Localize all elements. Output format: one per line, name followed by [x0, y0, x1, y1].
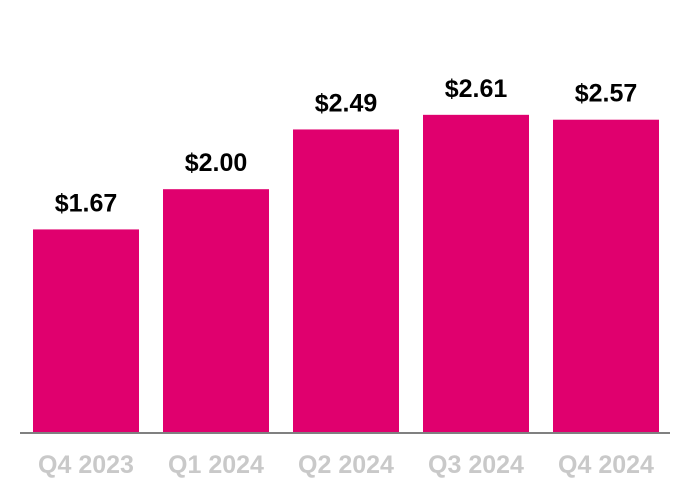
bar-q4-2024 [553, 119, 659, 433]
x-tick-label: Q1 2024 [168, 451, 264, 479]
x-tick-label: Q4 2024 [558, 451, 654, 479]
value-label: $2.49 [315, 89, 378, 117]
value-label: $2.61 [445, 75, 508, 103]
value-labels-group: $1.67 $2.00 $2.49 $2.61 $2.57 [55, 75, 638, 218]
bars-group [33, 114, 659, 433]
bar-q2-2024 [293, 129, 399, 433]
bar-q4-2023 [33, 229, 139, 433]
value-label: $2.57 [575, 80, 638, 108]
value-label: $1.67 [55, 189, 118, 217]
x-tick-labels-group: Q4 2023 Q1 2024 Q2 2024 Q3 2024 Q4 2024 [38, 451, 654, 479]
bar-q3-2024 [423, 114, 529, 433]
x-tick-label: Q4 2023 [38, 451, 134, 479]
bar-q1-2024 [163, 189, 269, 433]
value-label: $2.00 [185, 149, 248, 177]
x-tick-label: Q2 2024 [298, 451, 394, 479]
x-tick-label: Q3 2024 [428, 451, 524, 479]
